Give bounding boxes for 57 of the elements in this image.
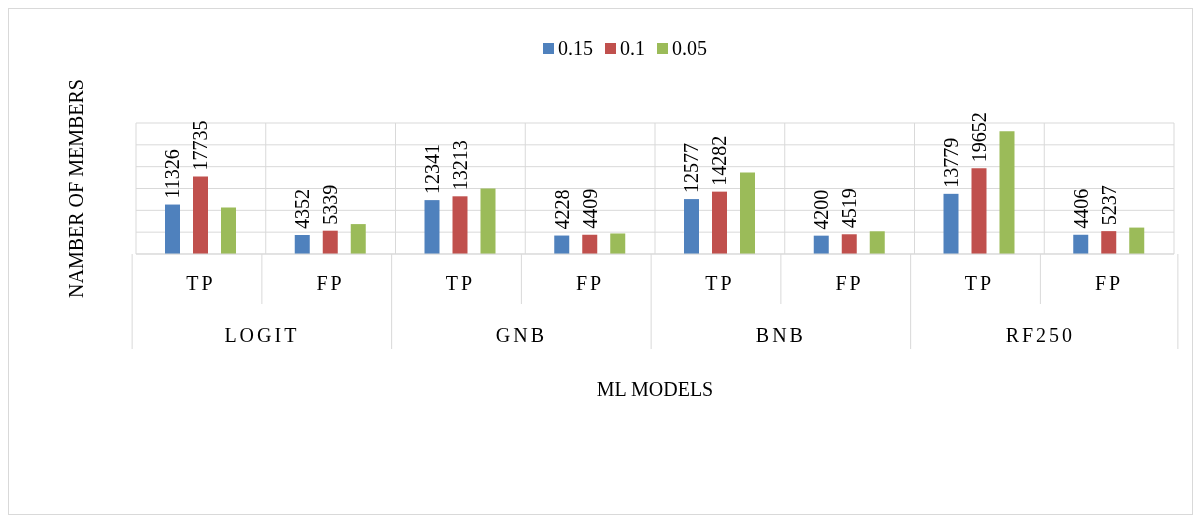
- bar: [1129, 227, 1145, 254]
- bar: [740, 172, 755, 254]
- data-label: 4352: [291, 189, 314, 229]
- data-label: 12577: [680, 143, 703, 194]
- data-label: 5339: [319, 184, 342, 225]
- y-axis-title: NAMBER OF MEMBERS: [65, 79, 88, 298]
- data-label: 4200: [810, 189, 833, 230]
- data-label: 4228: [550, 189, 573, 230]
- bar: [582, 234, 598, 254]
- bar: [943, 193, 959, 254]
- x-tick-label: FP: [1095, 272, 1124, 294]
- bar: [294, 235, 310, 254]
- data-label: 14282: [708, 135, 731, 186]
- data-label: 12341: [421, 144, 443, 195]
- bar: [452, 196, 468, 254]
- bar: [193, 176, 208, 254]
- legend-label: 0.05: [672, 37, 707, 60]
- text: RF250: [1005, 324, 1076, 346]
- bar: [610, 233, 626, 254]
- bar: [165, 204, 180, 254]
- data-label: 11326: [161, 149, 184, 199]
- x-tick-label: TP: [705, 272, 735, 294]
- data-label: 13779: [940, 137, 962, 188]
- bar: [684, 199, 699, 254]
- bar: [841, 234, 857, 254]
- bar: [971, 168, 987, 254]
- bar: [480, 188, 496, 254]
- legend-label: 0.1: [620, 37, 645, 60]
- bar: [869, 231, 885, 254]
- data-label: 5237: [1097, 185, 1120, 226]
- data-label: 4409: [578, 188, 601, 229]
- data-label: 13213: [449, 140, 471, 191]
- bar: [999, 131, 1015, 254]
- x-tick-label: TP: [445, 272, 476, 294]
- x-tick-label: FP: [576, 272, 605, 294]
- x-axis-title: ML MODELS: [596, 378, 714, 400]
- bar: [712, 191, 727, 254]
- bar: [322, 230, 338, 254]
- bar: [424, 200, 440, 254]
- bar: [350, 224, 366, 254]
- bar: [1101, 231, 1117, 254]
- data-label: 17735: [189, 120, 212, 171]
- bar: [221, 207, 236, 254]
- bar: [813, 235, 829, 254]
- bar: [554, 235, 570, 254]
- data-label: 4406: [1069, 188, 1092, 229]
- x-tick-label: FP: [835, 272, 864, 294]
- data-label: 4519: [838, 188, 861, 229]
- x-tick-label: TP: [964, 272, 995, 294]
- text: LOGIT: [224, 324, 300, 346]
- legend-label: 0.15: [558, 37, 593, 60]
- bar: [1073, 234, 1089, 254]
- x-tick-label: TP: [186, 272, 216, 294]
- data-label: 19652: [968, 112, 990, 163]
- text: GNB: [495, 324, 547, 346]
- text: BNB: [755, 324, 806, 346]
- x-tick-label: FP: [316, 272, 345, 294]
